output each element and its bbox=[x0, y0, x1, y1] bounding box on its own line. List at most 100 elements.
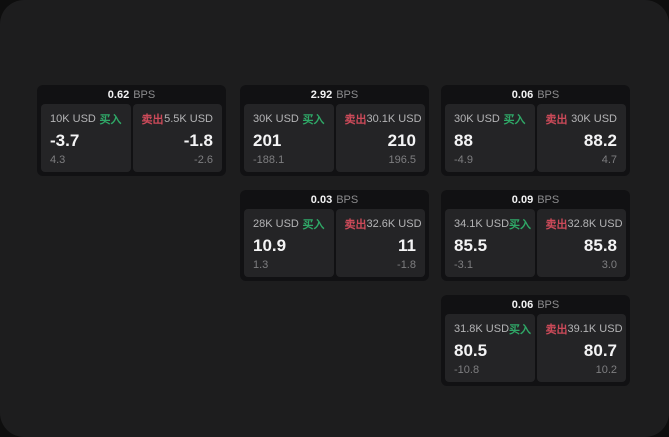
sell-panel-top: 卖出 30.1K USD bbox=[345, 111, 422, 127]
sell-amount: 39.1K USD bbox=[567, 323, 623, 335]
sell-panel-top: 卖出 5.5K USD bbox=[142, 111, 214, 127]
buy-delta: -10.8 bbox=[454, 364, 480, 376]
buy-delta: 1.3 bbox=[253, 259, 269, 271]
bps-value: 0.62 bbox=[107, 88, 130, 101]
buy-panel-top: 10K USD 买入 bbox=[50, 111, 122, 127]
bps-value: 0.09 bbox=[511, 193, 534, 206]
buy-badge: 买入 bbox=[302, 114, 325, 126]
quote-panels: 34.1K USD 买入 85.5 -3.1 卖出 32.8K USD 85.8… bbox=[441, 209, 630, 281]
buy-panel-top: 31.8K USD 买入 bbox=[454, 321, 531, 337]
card-header: 0.03 BPS bbox=[240, 190, 429, 209]
sell-badge: 卖出 bbox=[545, 219, 568, 231]
sell-delta: 3.0 bbox=[601, 259, 617, 271]
buy-panel[interactable]: 28K USD 买入 10.9 1.3 bbox=[244, 209, 334, 277]
sell-badge: 卖出 bbox=[545, 324, 568, 336]
quote-panels: 30K USD 买入 201 -188.1 卖出 30.1K USD 210 1… bbox=[240, 104, 429, 176]
buy-delta: 4.3 bbox=[50, 154, 66, 166]
sell-badge: 卖出 bbox=[344, 219, 367, 231]
sell-amount: 30K USD bbox=[571, 113, 617, 125]
bps-unit-label: BPS bbox=[537, 193, 560, 206]
sell-badge: 卖出 bbox=[545, 114, 568, 126]
bps-value: 0.06 bbox=[511, 298, 534, 311]
buy-delta: -188.1 bbox=[253, 154, 285, 166]
buy-panel[interactable]: 31.8K USD 买入 80.5 -10.8 bbox=[445, 314, 535, 382]
buy-amount: 34.1K USD bbox=[454, 218, 510, 230]
bps-unit-label: BPS bbox=[537, 298, 560, 311]
buy-value: 10.9 bbox=[253, 236, 287, 255]
buy-panel[interactable]: 10K USD 买入 -3.7 4.3 bbox=[41, 104, 131, 172]
buy-panel-top: 30K USD 买入 bbox=[253, 111, 325, 127]
bps-value: 2.92 bbox=[310, 88, 333, 101]
sell-delta: 196.5 bbox=[388, 154, 416, 166]
card-header: 0.09 BPS bbox=[441, 190, 630, 209]
buy-value: 88 bbox=[454, 131, 473, 150]
sell-panel[interactable]: 卖出 30K USD 88.2 4.7 bbox=[536, 104, 626, 172]
sell-amount: 30.1K USD bbox=[366, 113, 422, 125]
sell-value: 210 bbox=[387, 131, 416, 150]
sell-panel[interactable]: 卖出 39.1K USD 80.7 10.2 bbox=[536, 314, 626, 382]
sell-badge: 卖出 bbox=[141, 114, 164, 126]
quote-panels: 30K USD 买入 88 -4.9 卖出 30K USD 88.2 4.7 bbox=[441, 104, 630, 176]
buy-badge: 买入 bbox=[503, 114, 526, 126]
quote-card: 0.09 BPS 34.1K USD 买入 85.5 -3.1 卖出 32.8K… bbox=[441, 190, 630, 281]
buy-value: -3.7 bbox=[50, 131, 80, 150]
quote-panels: 28K USD 买入 10.9 1.3 卖出 32.6K USD 11 -1.8 bbox=[240, 209, 429, 281]
sell-delta: 10.2 bbox=[595, 364, 617, 376]
sell-panel-top: 卖出 39.1K USD bbox=[545, 321, 623, 337]
sell-panel[interactable]: 卖出 5.5K USD -1.8 -2.6 bbox=[132, 104, 222, 172]
quote-panels: 10K USD 买入 -3.7 4.3 卖出 5.5K USD -1.8 -2.… bbox=[37, 104, 226, 176]
bps-unit-label: BPS bbox=[336, 88, 359, 101]
sell-amount: 5.5K USD bbox=[164, 113, 213, 125]
buy-amount: 30K USD bbox=[253, 113, 299, 125]
sell-value: 11 bbox=[398, 236, 416, 255]
bps-unit-label: BPS bbox=[336, 193, 359, 206]
sell-panel[interactable]: 卖出 30.1K USD 210 196.5 bbox=[335, 104, 425, 172]
buy-badge: 买入 bbox=[509, 219, 532, 231]
bps-value: 0.06 bbox=[511, 88, 534, 101]
sell-amount: 32.8K USD bbox=[567, 218, 623, 230]
sell-value: -1.8 bbox=[183, 131, 213, 150]
quote-panels: 31.8K USD 买入 80.5 -10.8 卖出 39.1K USD 80.… bbox=[441, 314, 630, 386]
quote-card: 0.06 BPS 31.8K USD 买入 80.5 -10.8 卖出 39.1… bbox=[441, 295, 630, 386]
sell-value: 85.8 bbox=[583, 236, 617, 255]
sell-amount: 32.6K USD bbox=[366, 218, 422, 230]
quote-card: 0.03 BPS 28K USD 买入 10.9 1.3 卖出 32.6K US… bbox=[240, 190, 429, 281]
sell-panel-top: 卖出 32.8K USD bbox=[545, 216, 623, 232]
bps-value: 0.03 bbox=[310, 193, 333, 206]
sell-delta: 4.7 bbox=[601, 154, 617, 166]
card-header: 0.06 BPS bbox=[441, 295, 630, 314]
buy-badge: 买入 bbox=[509, 324, 532, 336]
buy-amount: 31.8K USD bbox=[454, 323, 510, 335]
sell-panel[interactable]: 卖出 32.6K USD 11 -1.8 bbox=[335, 209, 425, 277]
buy-panel-top: 30K USD 买入 bbox=[454, 111, 526, 127]
buy-amount: 28K USD bbox=[253, 218, 299, 230]
buy-panel[interactable]: 34.1K USD 买入 85.5 -3.1 bbox=[445, 209, 535, 277]
buy-amount: 10K USD bbox=[50, 113, 96, 125]
bps-unit-label: BPS bbox=[537, 88, 560, 101]
buy-amount: 30K USD bbox=[454, 113, 500, 125]
sell-delta: -2.6 bbox=[194, 154, 213, 166]
buy-value: 80.5 bbox=[454, 341, 488, 360]
buy-panel-top: 28K USD 买入 bbox=[253, 216, 325, 232]
sell-panel[interactable]: 卖出 32.8K USD 85.8 3.0 bbox=[536, 209, 626, 277]
sell-delta: -1.8 bbox=[397, 259, 416, 271]
buy-panel[interactable]: 30K USD 买入 201 -188.1 bbox=[244, 104, 334, 172]
sell-panel-top: 卖出 30K USD bbox=[546, 111, 618, 127]
buy-value: 85.5 bbox=[454, 236, 488, 255]
quote-card: 0.62 BPS 10K USD 买入 -3.7 4.3 卖出 5.5K USD… bbox=[37, 85, 226, 176]
sell-panel-top: 卖出 32.6K USD bbox=[344, 216, 422, 232]
buy-panel[interactable]: 30K USD 买入 88 -4.9 bbox=[445, 104, 535, 172]
buy-delta: -3.1 bbox=[454, 259, 473, 271]
quote-card: 2.92 BPS 30K USD 买入 201 -188.1 卖出 30.1K … bbox=[240, 85, 429, 176]
sell-value: 80.7 bbox=[583, 341, 617, 360]
buy-value: 201 bbox=[253, 131, 282, 150]
card-header: 0.62 BPS bbox=[37, 85, 226, 104]
card-header: 2.92 BPS bbox=[240, 85, 429, 104]
bps-unit-label: BPS bbox=[133, 88, 156, 101]
sell-value: 88.2 bbox=[583, 131, 617, 150]
quote-card: 0.06 BPS 30K USD 买入 88 -4.9 卖出 30K USD 8… bbox=[441, 85, 630, 176]
card-header: 0.06 BPS bbox=[441, 85, 630, 104]
buy-badge: 买入 bbox=[99, 114, 122, 126]
buy-panel-top: 34.1K USD 买入 bbox=[454, 216, 531, 232]
